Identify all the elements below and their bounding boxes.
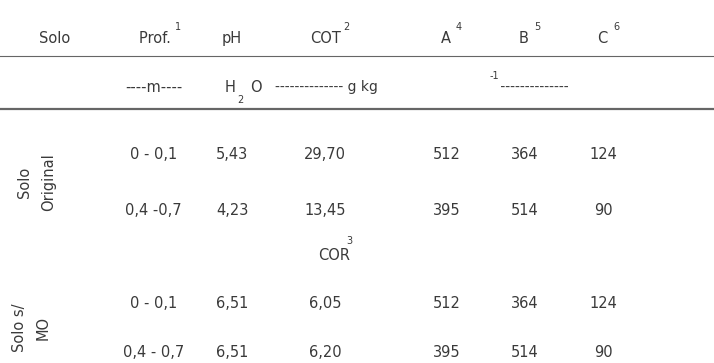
Text: 395: 395 <box>433 203 460 218</box>
Text: 395: 395 <box>433 344 460 360</box>
Text: 6,51: 6,51 <box>216 344 248 360</box>
Text: Prof.: Prof. <box>139 30 176 46</box>
Text: MO: MO <box>35 315 51 340</box>
Text: 0,4 - 0,7: 0,4 - 0,7 <box>123 344 184 360</box>
Text: 90: 90 <box>594 344 613 360</box>
Text: 0 - 0,1: 0 - 0,1 <box>130 295 177 311</box>
Text: O: O <box>250 79 261 95</box>
Text: 13,45: 13,45 <box>304 203 346 218</box>
Text: 6,05: 6,05 <box>308 295 341 311</box>
Text: 90: 90 <box>594 203 613 218</box>
Text: 1: 1 <box>176 22 181 32</box>
Text: 124: 124 <box>589 295 618 311</box>
Text: 6,20: 6,20 <box>308 344 341 360</box>
Text: 29,70: 29,70 <box>304 147 346 162</box>
Text: -------------- g kg: -------------- g kg <box>275 80 382 94</box>
Text: 5,43: 5,43 <box>216 147 248 162</box>
Text: 124: 124 <box>589 147 618 162</box>
Text: COR: COR <box>318 248 350 264</box>
Text: A: A <box>441 30 451 46</box>
Text: 2: 2 <box>343 22 349 32</box>
Text: 6: 6 <box>613 22 619 32</box>
Text: Solo: Solo <box>17 167 33 198</box>
Text: 6,51: 6,51 <box>216 295 248 311</box>
Text: 512: 512 <box>432 147 461 162</box>
Text: C: C <box>598 30 608 46</box>
Text: 364: 364 <box>511 295 538 311</box>
Text: 5: 5 <box>535 22 540 32</box>
Text: 0 - 0,1: 0 - 0,1 <box>130 147 177 162</box>
Text: Solo s/: Solo s/ <box>12 303 28 352</box>
Text: H: H <box>225 79 236 95</box>
Text: 2: 2 <box>238 95 243 105</box>
Text: 514: 514 <box>511 344 538 360</box>
Text: COT: COT <box>311 30 341 46</box>
Text: Original: Original <box>41 154 56 211</box>
Text: 0,4 -0,7: 0,4 -0,7 <box>125 203 182 218</box>
Text: 514: 514 <box>511 203 538 218</box>
Text: 4: 4 <box>456 22 462 32</box>
Text: 4,23: 4,23 <box>216 203 248 218</box>
Text: pH: pH <box>222 30 242 46</box>
Text: -1: -1 <box>489 71 498 81</box>
Text: 364: 364 <box>511 147 538 162</box>
Text: 512: 512 <box>432 295 461 311</box>
Text: Solo: Solo <box>39 30 71 46</box>
Text: 3: 3 <box>347 236 353 246</box>
Text: B: B <box>519 30 529 46</box>
Text: ----m----: ----m---- <box>125 79 182 95</box>
Text: --------------: -------------- <box>496 80 569 94</box>
